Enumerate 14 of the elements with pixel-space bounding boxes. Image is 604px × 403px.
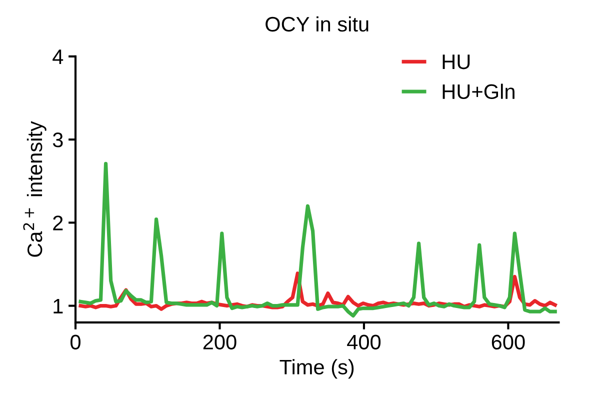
x-tick-label: 0 bbox=[70, 334, 80, 350]
y-tick-label: 2 bbox=[53, 216, 63, 230]
legend-label: HU bbox=[442, 54, 470, 70]
x-tick-label: 400 bbox=[347, 334, 381, 350]
chart-title: OCY in situ bbox=[266, 16, 368, 32]
y-tick-label: 3 bbox=[52, 132, 63, 148]
y-tick-label: 1 bbox=[54, 298, 63, 314]
y-axis-title: Ca$^{2+}$ intensity bbox=[23, 121, 46, 257]
x-tick-label: 200 bbox=[203, 334, 236, 350]
x-tick-label: 600 bbox=[492, 334, 525, 350]
line-series bbox=[78, 162, 557, 318]
legend-label: HU+Gln bbox=[442, 84, 514, 100]
y-tick-label: 4 bbox=[52, 50, 64, 64]
x-axis-title: Time (s) bbox=[280, 359, 354, 379]
